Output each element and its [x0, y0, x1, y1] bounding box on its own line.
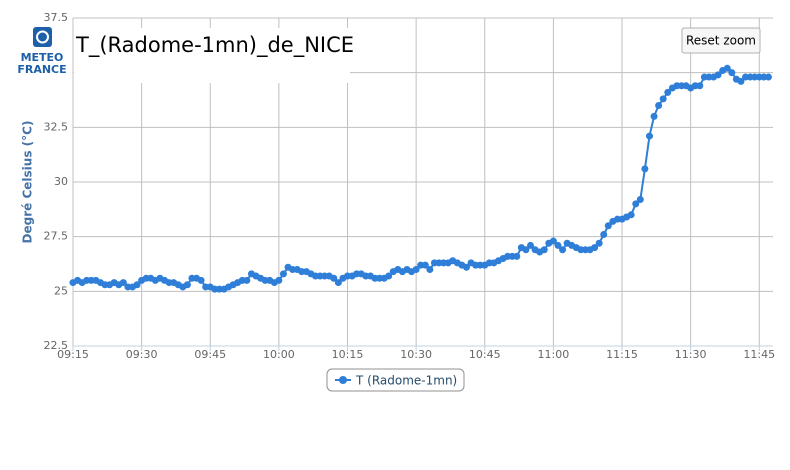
- data-point: [650, 112, 658, 120]
- x-tick-label: 10:15: [332, 348, 364, 361]
- y-tick-label: 27.5: [44, 230, 69, 243]
- button-box[interactable]: [681, 27, 761, 54]
- data-point: [522, 246, 530, 254]
- data-point: [279, 270, 287, 278]
- chart-title: T_(Radome-1mn)_de_NICE: [75, 33, 354, 58]
- data-point: [275, 276, 283, 284]
- data-point: [540, 246, 548, 254]
- data-point: [119, 279, 127, 287]
- data-point: [554, 241, 562, 249]
- y-tick-label: 32.5: [44, 120, 69, 133]
- legend: T (Radome-1mn): [326, 368, 465, 392]
- data-point: [513, 252, 521, 260]
- data-point: [243, 276, 251, 284]
- y-axis-label: Degré Celsius (°C): [21, 121, 35, 244]
- data-point: [664, 88, 672, 96]
- x-tick-label: 09:30: [126, 348, 158, 361]
- data-point: [632, 200, 640, 208]
- data-point: [330, 274, 338, 282]
- button-label[interactable]: Reset zoom: [686, 34, 756, 48]
- data-point: [737, 77, 745, 85]
- data-point: [412, 265, 420, 273]
- data-point: [334, 279, 342, 287]
- x-tick-label: 11:45: [743, 348, 775, 361]
- logo-icon: [33, 27, 52, 47]
- y-tick-label: 37.5: [44, 11, 69, 24]
- logo-glyph: [36, 30, 49, 44]
- data-point: [183, 281, 191, 289]
- data-point: [549, 237, 557, 245]
- data-point: [197, 276, 205, 284]
- legend-label: T (Radome-1mn): [355, 374, 457, 388]
- data-point: [421, 261, 429, 269]
- x-tick-label: 10:45: [469, 348, 501, 361]
- legend-marker: [339, 376, 347, 384]
- data-point: [527, 241, 535, 249]
- x-tick-label: 11:15: [606, 348, 638, 361]
- logo-text: FRANCE: [17, 63, 66, 76]
- data-point: [655, 101, 663, 109]
- data-point: [133, 281, 141, 289]
- y-tick-label: 22.5: [44, 339, 69, 352]
- data-point: [426, 265, 434, 273]
- x-tick-label: 10:30: [400, 348, 432, 361]
- data-point: [591, 244, 599, 252]
- data-point: [764, 73, 772, 81]
- data-point: [627, 211, 635, 219]
- x-tick-label: 11:00: [538, 348, 570, 361]
- title-backing: [74, 28, 350, 83]
- data-point: [385, 272, 393, 280]
- data-point: [604, 222, 612, 230]
- data-point: [559, 246, 567, 254]
- logo-text: METEO: [21, 51, 64, 64]
- legend-box: [326, 368, 465, 392]
- data-point: [462, 263, 470, 271]
- data-point: [645, 132, 653, 140]
- data-point: [636, 195, 644, 203]
- data-point: [659, 95, 667, 103]
- x-tick-label: 10:00: [263, 348, 295, 361]
- y-tick-label: 25: [54, 284, 68, 297]
- data-point: [595, 239, 603, 247]
- x-tick-label: 09:15: [57, 348, 89, 361]
- y-tick-label: 30: [54, 175, 68, 188]
- data-point: [714, 71, 722, 79]
- data-point: [696, 82, 704, 90]
- x-tick-label: 09:45: [194, 348, 226, 361]
- reset-zoom-button[interactable]: Reset zoom: [681, 27, 761, 54]
- data-point: [600, 230, 608, 238]
- data-point: [723, 64, 731, 72]
- data-point: [728, 69, 736, 77]
- x-tick-label: 11:30: [675, 348, 707, 361]
- data-point: [641, 165, 649, 173]
